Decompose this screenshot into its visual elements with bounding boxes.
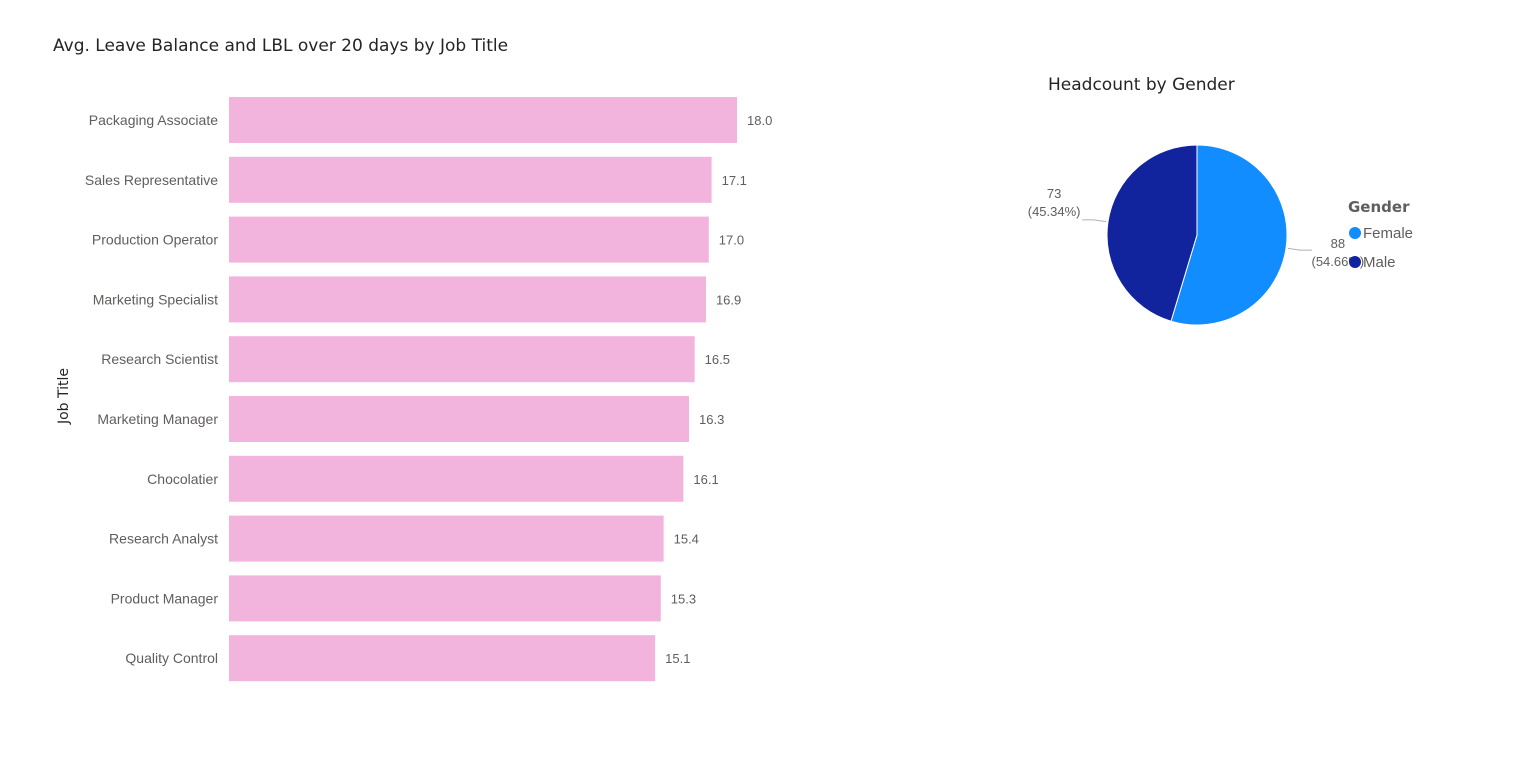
legend-item-label[interactable]: Male [1363, 254, 1396, 271]
pie-slice[interactable] [1170, 144, 1288, 326]
bar[interactable] [229, 575, 661, 622]
legend-marker[interactable] [1349, 227, 1361, 239]
data-label: 17.1 [722, 173, 747, 188]
bar-chart-visual[interactable]: Avg. Leave Balance and LBL over 20 days … [0, 0, 900, 767]
data-label: 17.0 [719, 233, 744, 248]
category-label: Research Scientist [101, 351, 218, 367]
category-label: Product Manager [111, 590, 219, 606]
category-label: Sales Representative [85, 172, 218, 188]
bar[interactable] [229, 455, 684, 502]
legend-marker[interactable] [1349, 256, 1361, 268]
pie-slice[interactable] [1106, 144, 1198, 322]
category-label: Quality Control [125, 650, 218, 666]
bar[interactable] [229, 515, 664, 562]
data-label: 15.4 [674, 532, 699, 547]
data-label: 18.0 [747, 113, 772, 128]
category-label: Research Analyst [109, 531, 218, 547]
leader-line [1287, 247, 1312, 251]
legend-item-label[interactable]: Female [1363, 225, 1413, 242]
slice-percent-label: (45.34%) [1028, 204, 1081, 219]
legend-title: Gender [1348, 198, 1410, 216]
bar-chart-title: Avg. Leave Balance and LBL over 20 days … [53, 36, 509, 56]
data-label: 16.1 [693, 472, 718, 487]
data-label: 16.3 [699, 412, 724, 427]
y-axis-title: Job Title [56, 368, 72, 425]
bar[interactable] [229, 276, 706, 323]
bar[interactable] [229, 635, 656, 682]
bar[interactable] [229, 396, 690, 442]
category-label: Packaging Associate [89, 112, 218, 128]
bar[interactable] [229, 336, 695, 383]
data-label: 16.9 [716, 292, 741, 307]
leader-line [1082, 219, 1107, 223]
slice-value-label: 73 [1047, 186, 1061, 201]
category-label: Marketing Specialist [93, 291, 218, 307]
data-label: 16.5 [705, 352, 730, 367]
bar[interactable] [229, 156, 712, 203]
category-label: Production Operator [92, 232, 218, 248]
data-label: 15.1 [665, 651, 690, 666]
slice-value-label: 88 [1331, 236, 1345, 251]
bar[interactable] [229, 97, 737, 143]
pie-chart-visual[interactable]: Headcount by Gender 88 (54.66%) 73 (45.34%)… [1000, 60, 1520, 400]
bar[interactable] [229, 216, 709, 263]
data-label: 15.3 [671, 591, 696, 606]
category-label: Marketing Manager [97, 411, 218, 427]
category-label: Chocolatier [147, 471, 218, 487]
bar-chart-svg: Job Title Packaging Associate 18.0 Sales Re… [56, 97, 772, 682]
pie-chart-title: Headcount by Gender [1048, 75, 1235, 95]
